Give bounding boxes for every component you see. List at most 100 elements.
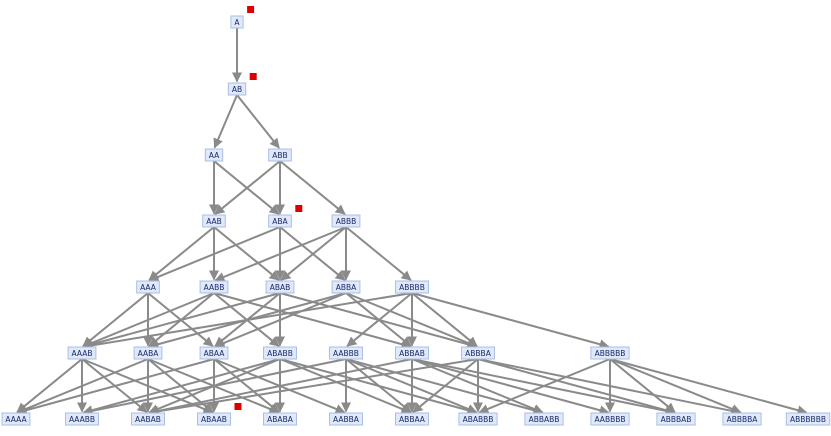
- node-label: AABBA: [333, 415, 360, 424]
- edge-ABB-to-AAB: [214, 160, 281, 215]
- edge-AABB-to-AAAB: [82, 292, 215, 348]
- node-box: [197, 412, 231, 426]
- node-box: [199, 346, 229, 360]
- node-AB: AB: [227, 82, 247, 96]
- edge-ABB-to-ABBB: [279, 160, 346, 215]
- node-box: [395, 412, 429, 426]
- node-label: ABA: [272, 217, 288, 226]
- node-label: AAAB: [72, 349, 93, 358]
- node-box: [395, 346, 429, 360]
- node-ABBBBB: ABBBBB: [590, 346, 630, 360]
- node-ABB: ABB: [268, 148, 292, 162]
- edge-ABBAB-to-AABAB: [148, 358, 413, 416]
- node-box: [268, 214, 292, 228]
- node-label: ABABBB: [463, 415, 494, 424]
- node-box: [65, 412, 99, 426]
- node-ABABA: ABABA: [263, 412, 297, 426]
- node-AAB: AAB: [202, 214, 226, 228]
- node-label: ABBB: [336, 217, 357, 226]
- node-box: [785, 412, 831, 426]
- node-label: AABB: [204, 283, 225, 292]
- marker-square-A: [247, 6, 255, 13]
- node-ABBBBA: ABBBBA: [722, 412, 762, 426]
- node-ABABBB: ABABBB: [458, 412, 498, 426]
- node-label: AABAB: [135, 415, 161, 424]
- node-box: [524, 412, 564, 426]
- node-ABBABB: ABBABB: [524, 412, 564, 426]
- edge-AABBB-to-ABBAA: [345, 358, 412, 413]
- node-label: A: [234, 18, 240, 27]
- edge-AABBB-to-AAABB: [82, 358, 347, 416]
- edge-ABBBA-to-AABAB: [148, 358, 479, 417]
- edge-ABAA-to-AAAA: [16, 358, 215, 416]
- node-label: AAAA: [5, 415, 27, 424]
- edge-ABBBBB-to-ABBBBA: [609, 358, 742, 414]
- node-ABBBBBB: ABBBBBB: [785, 412, 831, 426]
- node-label: ABABB: [267, 349, 293, 358]
- node-box: [268, 148, 292, 162]
- edge-AB-to-ABB: [236, 94, 280, 149]
- edge-ABAA-to-ABABA: [213, 358, 280, 413]
- node-box: [136, 280, 160, 294]
- node-ABBB: ABBB: [331, 214, 361, 228]
- edge-ABBBB-to-ABBBA: [411, 292, 478, 347]
- marker-square-AB: [249, 73, 257, 80]
- edge-ABBBA-to-ABBBAB: [477, 358, 676, 416]
- node-AABBBB: AABBBB: [590, 412, 630, 426]
- node-box: [329, 412, 363, 426]
- node-box: [67, 346, 97, 360]
- edge-AAB-to-AAA: [148, 226, 215, 281]
- marker-square-ABA: [295, 205, 303, 212]
- edge-ABBBBB-to-ABABBB: [478, 358, 611, 414]
- node-ABAAB: ABAAB: [197, 412, 231, 426]
- node-box: [227, 82, 247, 96]
- node-ABBAA: ABBAA: [395, 412, 429, 426]
- edge-ABBBB-to-ABBBBB: [411, 292, 610, 350]
- node-label: AA: [209, 151, 220, 160]
- node-label: ABBA: [336, 283, 357, 292]
- node-label: AAABB: [69, 415, 95, 424]
- node-box: [265, 280, 295, 294]
- edge-AAA-to-AAAB: [82, 292, 149, 347]
- node-label: ABBBBA: [727, 415, 759, 424]
- node-ABA: ABA: [268, 214, 292, 228]
- node-label: ABB: [272, 151, 287, 160]
- node-box: [590, 346, 630, 360]
- node-AA: AA: [204, 148, 224, 162]
- node-box: [230, 15, 244, 29]
- node-box: [656, 412, 696, 426]
- node-AAABB: AAABB: [65, 412, 99, 426]
- node-box: [331, 280, 361, 294]
- node-label: ABABA: [267, 415, 294, 424]
- node-ABBBAB: ABBBAB: [656, 412, 696, 426]
- edge-ABBBBB-to-ABBBAB: [609, 358, 676, 413]
- node-ABAB: ABAB: [265, 280, 295, 294]
- node-AABBA: AABBA: [329, 412, 363, 426]
- edge-ABBAB-to-AABBBB: [411, 358, 610, 416]
- node-label: AABBB: [333, 349, 359, 358]
- node-box: [722, 412, 762, 426]
- node-AABAB: AABAB: [131, 412, 165, 426]
- node-box: [458, 412, 498, 426]
- node-ABBBB: ABBBB: [395, 280, 429, 294]
- node-label: ABBBBBB: [790, 415, 826, 424]
- node-box: [133, 346, 163, 360]
- node-ABAA: ABAA: [199, 346, 229, 360]
- node-AAAB: AAAB: [67, 346, 97, 360]
- edge-ABBBA-to-ABBAA: [412, 358, 479, 413]
- node-AABB: AABB: [199, 280, 229, 294]
- node-label: AAA: [140, 283, 157, 292]
- edge-ABBBBB-to-ABBBBBB: [609, 358, 808, 416]
- node-AAA: AAA: [136, 280, 160, 294]
- node-box: [263, 346, 297, 360]
- node-label: ABAB: [270, 283, 291, 292]
- node-label: AABBBB: [594, 415, 625, 424]
- node-label: ABBBBB: [595, 349, 626, 358]
- marker-layer: [234, 6, 303, 410]
- node-box: [204, 148, 224, 162]
- edge-ABBA-to-ABAA: [214, 292, 347, 348]
- node-box: [199, 280, 229, 294]
- edge-AAAB-to-AAAA: [16, 358, 83, 413]
- node-box: [590, 412, 630, 426]
